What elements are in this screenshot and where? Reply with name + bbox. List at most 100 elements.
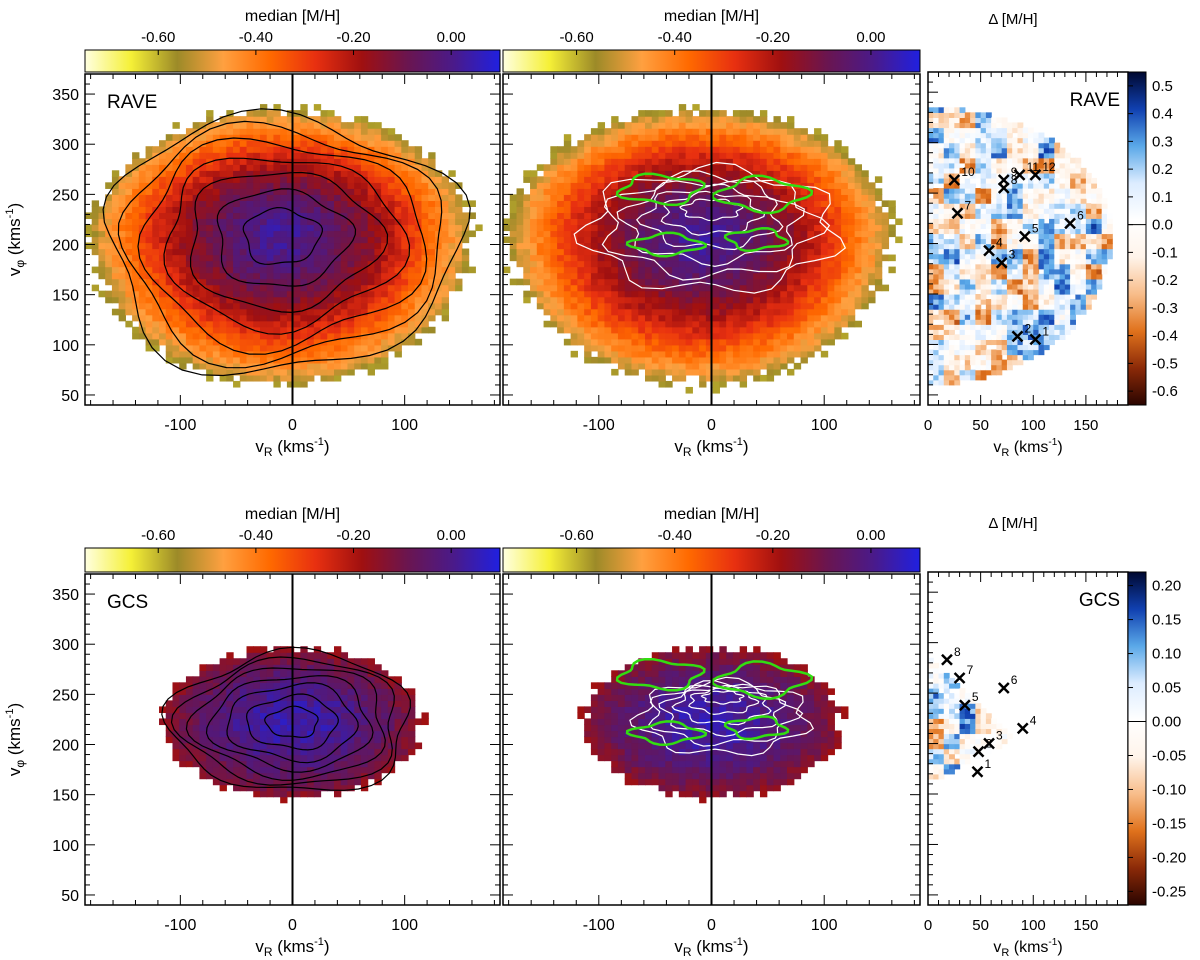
heatmap-cell [888, 200, 896, 207]
heatmap-cell [638, 134, 646, 141]
heatmap-cell [624, 266, 633, 274]
delta-cell [975, 147, 982, 154]
heatmap-cell [509, 218, 518, 226]
heatmap-cell [192, 350, 201, 358]
heatmap-cell [604, 290, 612, 298]
heatmap-cell [780, 278, 788, 286]
heatmap-cell [152, 326, 160, 334]
heatmap-cell [367, 248, 375, 256]
heatmap-cell [327, 284, 335, 292]
heatmap-cell [746, 140, 754, 147]
heatmap-cell [685, 290, 693, 298]
heatmap-cell [590, 158, 599, 165]
heatmap-cell [874, 206, 883, 214]
heatmap-cell [793, 338, 802, 346]
heatmap-cell [246, 110, 254, 117]
heatmap-cell [428, 248, 436, 256]
heatmap-cell [814, 308, 822, 316]
heatmap-cell [712, 128, 720, 135]
heatmap-cell [563, 326, 572, 334]
heatmap-cell [273, 326, 281, 334]
heatmap-cell [165, 206, 174, 214]
heatmap-cell [739, 368, 748, 376]
heatmap-cell [293, 362, 301, 370]
heatmap-cell [286, 290, 295, 298]
delta-cell [985, 364, 992, 371]
heatmap-cell [394, 176, 402, 183]
heatmap-cell [604, 302, 612, 310]
heatmap-cell [408, 314, 416, 322]
heatmap-cell [394, 278, 402, 286]
heatmap-cell [125, 308, 133, 316]
heatmap-cell [759, 146, 768, 153]
heatmap-cell [557, 296, 565, 304]
heatmap-cell [152, 236, 160, 244]
heatmap-cell [347, 350, 355, 358]
heatmap-cell [374, 140, 382, 147]
heatmap-cell [759, 206, 768, 214]
delta-cell [928, 253, 934, 260]
heatmap-cell [699, 224, 707, 232]
heatmap-cell [746, 242, 754, 250]
heatmap-cell [699, 218, 707, 226]
heatmap-cell [874, 230, 883, 238]
heatmap-cell [787, 158, 795, 165]
heatmap-cell [611, 218, 619, 226]
delta-cell [964, 248, 971, 255]
heatmap-cell [313, 116, 322, 123]
heatmap-cell [327, 218, 335, 226]
heatmap-cell [219, 230, 227, 238]
heatmap-cell [259, 272, 268, 280]
heatmap-cell [739, 188, 748, 195]
heatmap-cell [712, 296, 720, 304]
heatmap-cell [793, 128, 802, 135]
delta-cell [959, 294, 966, 300]
heatmap-cell [253, 140, 261, 147]
heatmap-cell [313, 338, 322, 346]
delta-cell [980, 112, 987, 119]
heatmap-cell [726, 284, 734, 292]
y-tick-label: 50 [61, 388, 79, 405]
heatmap-cell [739, 158, 748, 165]
heatmap-cell [367, 122, 375, 129]
heatmap-cell [590, 296, 599, 304]
heatmap-cell [645, 344, 653, 352]
heatmap-cell [753, 176, 761, 183]
heatmap-cell [651, 110, 660, 117]
heatmap-cell [286, 134, 295, 141]
delta-cell [980, 349, 987, 356]
heatmap-cell [159, 296, 167, 304]
heatmap-cell [550, 200, 558, 207]
heatmap-cell [509, 206, 518, 214]
heatmap-cell [854, 206, 862, 214]
delta-cell [938, 344, 945, 351]
heatmap-cell [360, 290, 369, 298]
heatmap-cell [300, 224, 308, 232]
heatmap-cell [152, 176, 160, 183]
heatmap-cell [638, 140, 646, 147]
heatmap-cell [206, 296, 214, 304]
heatmap-cell [773, 254, 781, 262]
delta-cell [980, 208, 987, 214]
heatmap-cell [387, 182, 396, 189]
heatmap-cell [678, 224, 687, 232]
heatmap-cell [259, 338, 268, 346]
heatmap-cell [381, 308, 389, 316]
heatmap-cell [523, 170, 531, 177]
heatmap-cell [448, 236, 456, 244]
heatmap-cell [590, 278, 599, 286]
heatmap-cell [672, 236, 680, 244]
heatmap-cell [523, 242, 531, 250]
heatmap-cell [847, 248, 856, 256]
heatmap-cell [280, 128, 288, 135]
heatmap-cell [753, 230, 761, 238]
heatmap-cell [85, 230, 93, 238]
heatmap-cell [590, 212, 599, 220]
heatmap-cell [861, 260, 869, 268]
heatmap-cell [753, 266, 761, 274]
heatmap-cell [780, 290, 788, 298]
heatmap-cell [753, 236, 761, 244]
heatmap-cell [739, 134, 748, 141]
heatmap-cell [219, 140, 227, 147]
heatmap-cell [259, 182, 268, 189]
